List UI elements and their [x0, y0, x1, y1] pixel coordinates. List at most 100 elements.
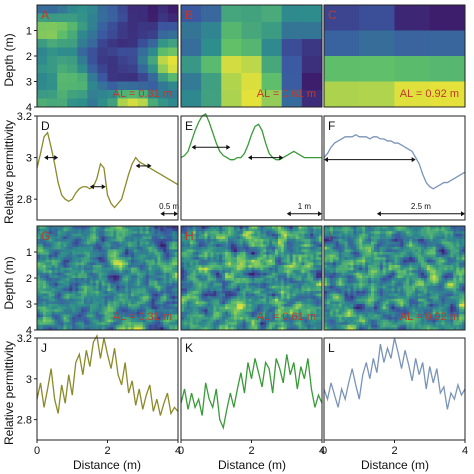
heatmap-cell [84, 272, 88, 276]
heatmap-cell [110, 327, 114, 330]
heatmap-cell [42, 252, 47, 256]
heatmap-cell [462, 226, 465, 230]
heatmap-cell [92, 226, 97, 230]
heatmap-cell [186, 259, 191, 263]
heatmap-cell [213, 327, 217, 330]
heatmap-cell [167, 64, 178, 74]
heatmap-cell [189, 311, 194, 315]
heatmap-cell [181, 244, 185, 248]
heatmap-cell [257, 304, 261, 308]
heatmap-cell [450, 257, 454, 261]
heatmap-cell [39, 301, 44, 305]
heatmap-cell [248, 254, 253, 258]
heatmap-cell [119, 309, 123, 313]
heatmap-cell [137, 98, 149, 107]
heatmap-cell [280, 298, 285, 302]
heatmap-cell [313, 275, 317, 279]
heatmap-cell [95, 231, 100, 235]
heatmap-cell [175, 254, 178, 258]
heatmap-cell [45, 249, 50, 253]
heatmap-cell [142, 236, 147, 240]
heatmap-cell [75, 288, 79, 292]
heatmap-cell [75, 296, 79, 300]
heatmap-cell [78, 236, 82, 240]
heatmap-cell [151, 301, 156, 305]
heatmap-cell [157, 98, 169, 107]
heatmap-cell [147, 90, 159, 100]
heatmap-cell [116, 322, 120, 326]
heatmap-cell [310, 319, 314, 323]
heatmap-cell [371, 252, 375, 256]
heatmap-cell [98, 267, 103, 271]
heatmap-cell [57, 231, 62, 235]
heatmap-cell [207, 311, 211, 315]
heatmap-cell [260, 233, 264, 237]
heatmap-cell [341, 236, 346, 240]
heatmap-cell [104, 254, 109, 258]
heatmap-cell [319, 306, 322, 310]
heatmap-cell [157, 262, 161, 266]
heatmap-cell [136, 309, 141, 313]
heatmap-cell [60, 262, 65, 266]
heatmap-cell [75, 231, 79, 235]
heatmap-cell [101, 298, 106, 302]
heatmap-cell [329, 241, 334, 245]
heatmap-cell [403, 231, 407, 235]
heatmap-cell [245, 246, 250, 250]
heatmap-cell [365, 257, 369, 261]
heatmap-cell [359, 265, 363, 269]
heatmap-cell [245, 244, 250, 248]
heatmap-cell [72, 267, 76, 271]
heatmap-cell [257, 239, 261, 243]
heatmap-cell [286, 249, 291, 253]
heatmap-cell [400, 257, 404, 261]
heatmap-cell [248, 311, 253, 315]
heatmap-cell [204, 288, 209, 292]
heatmap-cell [245, 309, 250, 313]
heatmap-cell [412, 270, 416, 274]
heatmap-cell [365, 262, 369, 266]
heatmap-cell [78, 246, 82, 250]
heatmap-cell [104, 265, 109, 269]
heatmap-cell [116, 278, 120, 282]
heatmap-cell [39, 324, 44, 328]
heatmap-cell [172, 291, 176, 295]
heatmap-cell [69, 306, 73, 310]
heatmap-cell [181, 241, 185, 245]
heatmap-cell [154, 291, 159, 295]
heatmap-cell [142, 257, 147, 261]
heatmap-cell [172, 288, 176, 292]
heatmap-cell [412, 241, 416, 245]
heatmap-cell [39, 257, 44, 261]
heatmap-cell [403, 233, 407, 237]
heatmap-cell [272, 317, 276, 321]
heatmap-cell [272, 246, 276, 250]
heatmap-cell [42, 317, 47, 321]
heatmap-cell [201, 252, 206, 256]
heatmap-cell [245, 252, 250, 256]
heatmap-cell [441, 259, 446, 263]
heatmap-cell [219, 241, 223, 245]
heatmap-cell [37, 236, 41, 240]
heatmap-cell [304, 317, 308, 321]
heatmap-cell [289, 265, 294, 269]
heatmap-cell [195, 298, 200, 302]
heatmap-cell [157, 241, 161, 245]
heatmap-cell [98, 309, 103, 313]
heatmap-cell [60, 278, 65, 282]
heatmap-cell [275, 267, 279, 271]
heatmap-cell [304, 278, 308, 282]
heatmap-cell [359, 241, 363, 245]
heatmap-cell [148, 288, 153, 292]
heatmap-cell [453, 236, 457, 240]
heatmap-cell [181, 322, 185, 326]
heatmap-cell [316, 236, 320, 240]
heatmap-cell [350, 236, 354, 240]
heatmap-cell [63, 241, 67, 245]
heatmap-cell [113, 322, 117, 326]
heatmap-cell [295, 283, 300, 287]
heatmap-cell [145, 270, 150, 274]
heatmap-cell [251, 241, 256, 245]
heatmap-cell [382, 270, 387, 274]
heatmap-cell [261, 39, 283, 57]
